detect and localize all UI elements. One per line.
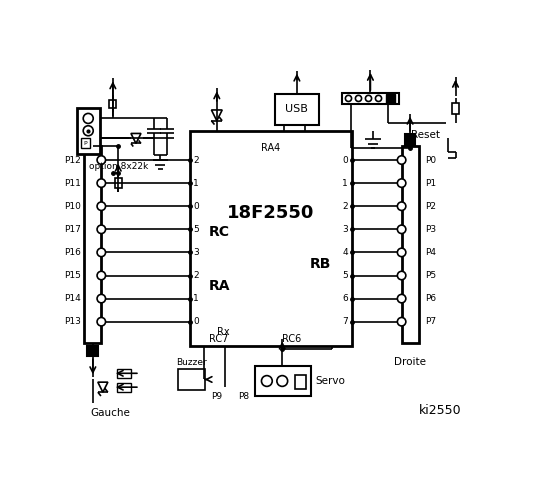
Text: option 8x22k: option 8x22k — [88, 162, 148, 171]
Circle shape — [375, 96, 382, 101]
Text: P8: P8 — [238, 392, 249, 401]
Text: 2: 2 — [342, 202, 348, 211]
Circle shape — [346, 96, 352, 101]
Text: 3: 3 — [194, 248, 199, 257]
Text: P9: P9 — [211, 392, 222, 401]
Circle shape — [97, 271, 106, 280]
Bar — [342, 93, 399, 104]
Text: Buzzer: Buzzer — [176, 358, 207, 367]
Text: P: P — [84, 141, 87, 145]
Circle shape — [277, 376, 288, 386]
Text: RA: RA — [208, 279, 230, 293]
Text: RC7: RC7 — [209, 334, 228, 344]
Text: P7: P7 — [425, 317, 436, 326]
Text: P16: P16 — [64, 248, 81, 257]
Text: 7: 7 — [342, 317, 348, 326]
Circle shape — [398, 202, 406, 210]
Text: P6: P6 — [425, 294, 436, 303]
Text: 4: 4 — [342, 248, 348, 257]
Circle shape — [97, 248, 106, 257]
Bar — [274, 94, 319, 125]
Text: 1: 1 — [342, 179, 348, 188]
Text: 0: 0 — [342, 156, 348, 165]
Text: RC6: RC6 — [282, 334, 301, 344]
Text: P15: P15 — [64, 271, 81, 280]
Bar — [85, 146, 101, 343]
Circle shape — [398, 248, 406, 257]
Text: P4: P4 — [425, 248, 436, 257]
Text: P0: P0 — [425, 156, 436, 165]
Text: 0: 0 — [194, 317, 199, 326]
Text: P5: P5 — [425, 271, 436, 280]
Bar — [452, 103, 459, 114]
Text: RC: RC — [208, 225, 229, 239]
Text: P12: P12 — [64, 156, 81, 165]
Bar — [117, 383, 131, 392]
Text: P10: P10 — [64, 202, 81, 211]
Bar — [405, 134, 415, 144]
Text: P3: P3 — [425, 225, 436, 234]
Text: Droite: Droite — [394, 357, 426, 367]
Text: P2: P2 — [425, 202, 436, 211]
Text: 5: 5 — [342, 271, 348, 280]
Bar — [295, 375, 306, 389]
Text: 0: 0 — [194, 202, 199, 211]
Circle shape — [398, 317, 406, 326]
Text: RA4: RA4 — [261, 143, 280, 153]
Circle shape — [366, 96, 372, 101]
Text: 2: 2 — [194, 271, 199, 280]
Bar — [117, 369, 131, 378]
Circle shape — [97, 179, 106, 187]
Circle shape — [398, 156, 406, 164]
Text: P14: P14 — [64, 294, 81, 303]
Circle shape — [83, 126, 93, 136]
Circle shape — [398, 271, 406, 280]
Text: ki2550: ki2550 — [419, 404, 461, 417]
Bar — [115, 178, 122, 188]
Text: 1: 1 — [194, 179, 199, 188]
Text: Servo: Servo — [316, 376, 346, 386]
Text: P17: P17 — [64, 225, 81, 234]
Text: Gauche: Gauche — [91, 408, 131, 419]
Text: P13: P13 — [64, 317, 81, 326]
Text: Rx: Rx — [217, 327, 229, 337]
Bar — [255, 366, 311, 396]
Text: 6: 6 — [342, 294, 348, 303]
Circle shape — [398, 225, 406, 234]
Circle shape — [97, 202, 106, 210]
Text: 3: 3 — [342, 225, 348, 234]
Bar — [87, 346, 98, 356]
Circle shape — [262, 376, 272, 386]
Circle shape — [97, 317, 106, 326]
Text: 1: 1 — [194, 294, 199, 303]
Circle shape — [398, 294, 406, 303]
Circle shape — [97, 225, 106, 234]
Bar — [81, 138, 90, 148]
Bar — [190, 131, 352, 347]
Text: 5: 5 — [194, 225, 199, 234]
Text: 2: 2 — [194, 156, 199, 165]
Text: Reset: Reset — [411, 130, 440, 140]
Bar — [77, 108, 100, 154]
Bar — [178, 369, 205, 390]
Text: P1: P1 — [425, 179, 436, 188]
Text: RB: RB — [310, 257, 331, 271]
Circle shape — [356, 96, 362, 101]
Circle shape — [97, 156, 106, 164]
Bar — [386, 94, 395, 103]
Text: USB: USB — [285, 104, 309, 114]
Circle shape — [398, 179, 406, 187]
Bar — [109, 99, 116, 108]
Bar — [401, 146, 419, 343]
Circle shape — [97, 294, 106, 303]
Circle shape — [83, 113, 93, 123]
Text: 18F2550: 18F2550 — [227, 204, 315, 222]
Text: P11: P11 — [64, 179, 81, 188]
